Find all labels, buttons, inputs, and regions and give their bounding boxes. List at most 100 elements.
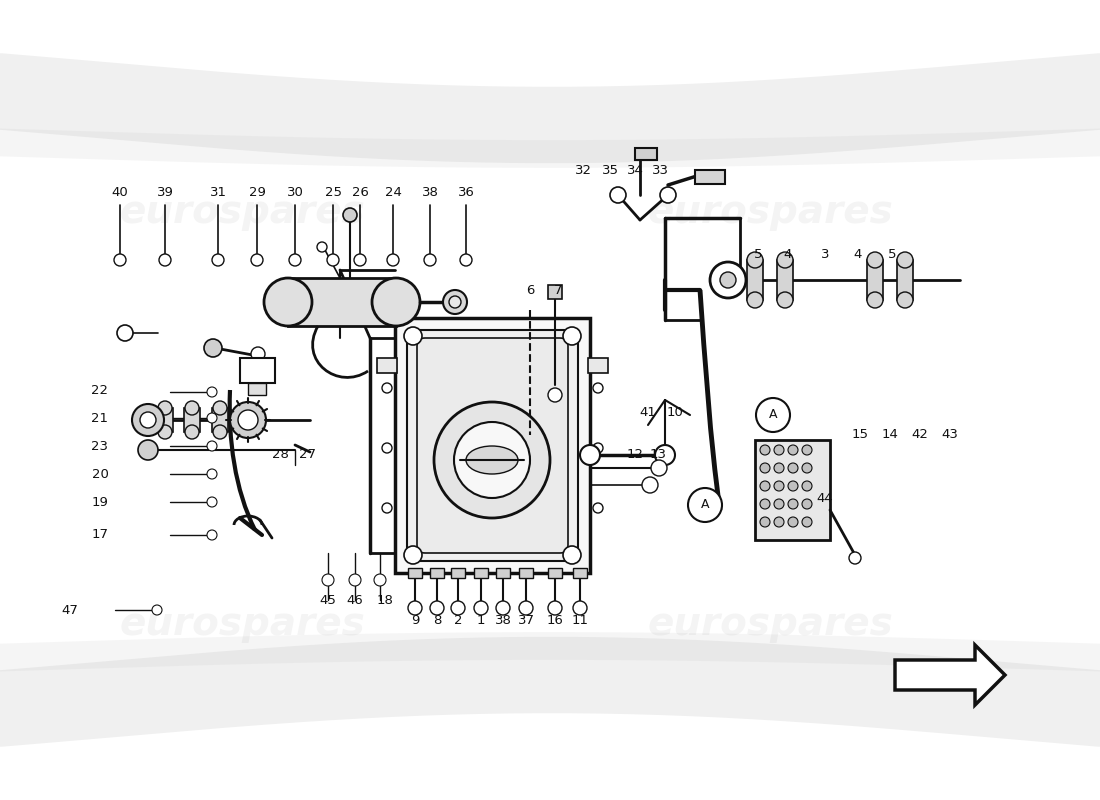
Circle shape: [158, 401, 172, 415]
Text: 10: 10: [667, 406, 683, 418]
Text: 12: 12: [627, 449, 644, 462]
Circle shape: [430, 601, 444, 615]
Text: A: A: [769, 409, 778, 422]
Text: 38: 38: [495, 614, 512, 626]
Circle shape: [519, 601, 534, 615]
Bar: [377, 358, 397, 373]
Circle shape: [185, 401, 199, 415]
Circle shape: [496, 601, 510, 615]
Text: 28: 28: [272, 449, 288, 462]
Circle shape: [756, 398, 790, 432]
Circle shape: [387, 254, 399, 266]
Circle shape: [207, 469, 217, 479]
Circle shape: [849, 552, 861, 564]
Circle shape: [185, 425, 199, 439]
Circle shape: [642, 477, 658, 493]
Text: 5: 5: [754, 249, 762, 262]
Bar: [248, 383, 266, 395]
Text: 13: 13: [649, 449, 667, 462]
Circle shape: [382, 383, 392, 393]
Circle shape: [593, 443, 603, 453]
Circle shape: [802, 499, 812, 509]
Circle shape: [774, 463, 784, 473]
Bar: [408, 568, 422, 578]
Text: eurospares: eurospares: [119, 193, 365, 231]
Text: 21: 21: [91, 411, 109, 425]
Circle shape: [317, 242, 327, 252]
Text: 5: 5: [888, 249, 896, 262]
Text: 14: 14: [881, 429, 899, 442]
Circle shape: [138, 440, 158, 460]
Circle shape: [322, 574, 334, 586]
Circle shape: [593, 383, 603, 393]
Text: 29: 29: [249, 186, 265, 198]
Text: 26: 26: [352, 186, 368, 198]
Text: 40: 40: [111, 186, 129, 198]
Ellipse shape: [466, 446, 518, 474]
Text: 37: 37: [517, 614, 535, 626]
Bar: [430, 568, 444, 578]
Text: 36: 36: [458, 186, 474, 198]
Text: 41: 41: [639, 406, 657, 418]
Text: 20: 20: [91, 467, 109, 481]
Circle shape: [610, 187, 626, 203]
Circle shape: [160, 254, 170, 266]
Circle shape: [760, 517, 770, 527]
Text: eurospares: eurospares: [119, 605, 365, 643]
Text: 19: 19: [91, 495, 109, 509]
Text: 24: 24: [385, 186, 402, 198]
Polygon shape: [895, 645, 1005, 705]
Circle shape: [212, 254, 224, 266]
Circle shape: [760, 445, 770, 455]
Text: 33: 33: [651, 163, 669, 177]
Circle shape: [688, 488, 722, 522]
Circle shape: [354, 254, 366, 266]
Text: 4: 4: [784, 249, 792, 262]
Circle shape: [760, 499, 770, 509]
Circle shape: [788, 499, 798, 509]
Circle shape: [114, 254, 126, 266]
Text: 23: 23: [91, 439, 109, 453]
Bar: [573, 568, 587, 578]
Circle shape: [408, 601, 422, 615]
Circle shape: [264, 278, 312, 326]
Text: 31: 31: [209, 186, 227, 198]
Circle shape: [573, 601, 587, 615]
Circle shape: [404, 327, 422, 345]
Circle shape: [774, 481, 784, 491]
Circle shape: [788, 463, 798, 473]
Circle shape: [251, 254, 263, 266]
Text: 25: 25: [324, 186, 341, 198]
Circle shape: [424, 254, 436, 266]
Text: 16: 16: [547, 614, 563, 626]
Circle shape: [404, 546, 422, 564]
Text: eurospares: eurospares: [647, 193, 893, 231]
Bar: [451, 568, 465, 578]
Text: 46: 46: [346, 594, 363, 606]
Text: 22: 22: [91, 383, 109, 397]
Circle shape: [207, 387, 217, 397]
Circle shape: [343, 208, 358, 222]
Circle shape: [788, 517, 798, 527]
Circle shape: [230, 402, 266, 438]
Circle shape: [443, 290, 468, 314]
Circle shape: [327, 254, 339, 266]
Circle shape: [207, 441, 217, 451]
Circle shape: [593, 503, 603, 513]
Bar: [635, 148, 657, 160]
Circle shape: [454, 422, 530, 498]
Circle shape: [434, 402, 550, 518]
Circle shape: [654, 445, 675, 465]
Circle shape: [802, 517, 812, 527]
Bar: [588, 358, 608, 373]
Circle shape: [349, 574, 361, 586]
Circle shape: [158, 425, 172, 439]
Circle shape: [251, 347, 265, 361]
Bar: [695, 170, 725, 184]
Circle shape: [660, 187, 676, 203]
Bar: [496, 568, 510, 578]
Text: 35: 35: [602, 163, 618, 177]
Circle shape: [580, 445, 600, 465]
Circle shape: [720, 272, 736, 288]
Circle shape: [238, 410, 258, 430]
